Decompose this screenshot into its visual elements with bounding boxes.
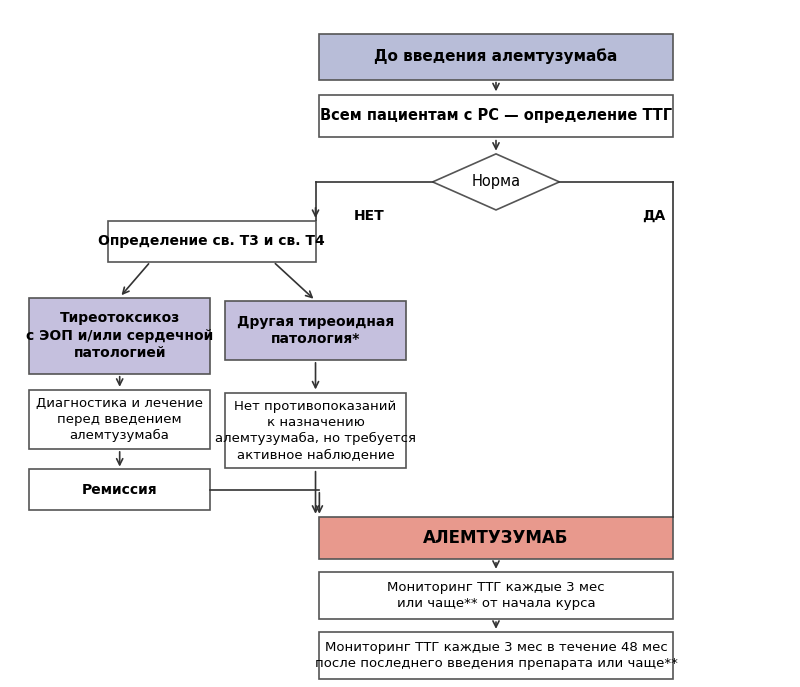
FancyBboxPatch shape <box>226 393 406 469</box>
FancyBboxPatch shape <box>319 572 673 619</box>
Text: ДА: ДА <box>642 210 665 223</box>
Text: Всем пациентам с РС — определение ТТГ: Всем пациентам с РС — определение ТТГ <box>320 109 672 124</box>
Text: Определение св. Т3 и св. Т4: Определение св. Т3 и св. Т4 <box>98 234 326 248</box>
Text: Тиреотоксикоз
с ЭОП и/или сердечной
патологией: Тиреотоксикоз с ЭОП и/или сердечной пато… <box>26 311 214 360</box>
FancyBboxPatch shape <box>30 469 210 510</box>
FancyBboxPatch shape <box>319 95 673 137</box>
Polygon shape <box>433 154 559 210</box>
Text: АЛЕМТУЗУМАБ: АЛЕМТУЗУМАБ <box>423 529 569 547</box>
Text: Норма: Норма <box>471 174 521 190</box>
FancyBboxPatch shape <box>319 517 673 559</box>
Text: НЕТ: НЕТ <box>354 210 385 223</box>
FancyBboxPatch shape <box>108 221 315 262</box>
Text: Диагностика и лечение
перед введением
алемтузумаба: Диагностика и лечение перед введением ал… <box>36 397 203 442</box>
FancyBboxPatch shape <box>30 390 210 449</box>
FancyBboxPatch shape <box>226 301 406 360</box>
Text: До введения алемтузумаба: До введения алемтузумаба <box>374 49 618 65</box>
Text: Мониторинг ТТГ каждые 3 мес
или чаще** от начала курса: Мониторинг ТТГ каждые 3 мес или чаще** о… <box>387 581 605 610</box>
FancyBboxPatch shape <box>30 297 210 374</box>
Text: Другая тиреоидная
патология*: Другая тиреоидная патология* <box>237 315 394 346</box>
Text: Мониторинг ТТГ каждые 3 мес в течение 48 мес
после последнего введения препарата: Мониторинг ТТГ каждые 3 мес в течение 48… <box>314 641 678 670</box>
FancyBboxPatch shape <box>319 632 673 679</box>
Text: Нет противопоказаний
к назначению
алемтузумаба, но требуется
активное наблюдение: Нет противопоказаний к назначению алемту… <box>215 400 416 461</box>
Text: Ремиссия: Ремиссия <box>82 483 158 497</box>
FancyBboxPatch shape <box>319 34 673 80</box>
